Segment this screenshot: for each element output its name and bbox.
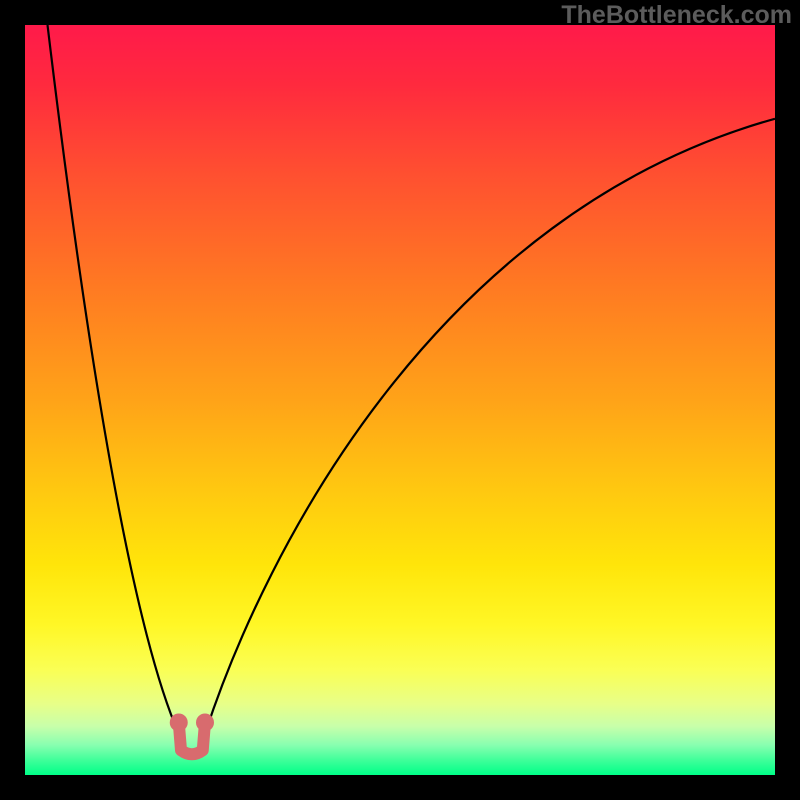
plot-area: [25, 25, 775, 775]
bottleneck-chart: [25, 25, 775, 775]
watermark-text: TheBottleneck.com: [561, 1, 792, 30]
gradient-background: [25, 25, 775, 775]
